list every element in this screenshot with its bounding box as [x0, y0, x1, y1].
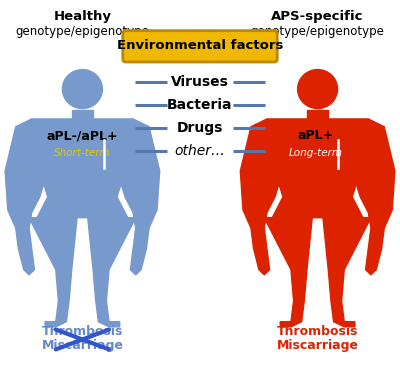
Polygon shape — [267, 119, 368, 218]
FancyBboxPatch shape — [123, 31, 277, 62]
Polygon shape — [88, 218, 136, 327]
Text: Thrombosis: Thrombosis — [42, 325, 123, 339]
Text: Drugs: Drugs — [177, 121, 223, 135]
Text: Long-term: Long-term — [289, 148, 343, 158]
Polygon shape — [264, 218, 312, 327]
Text: Miscarriage: Miscarriage — [277, 339, 359, 353]
Text: Environmental factors: Environmental factors — [117, 39, 283, 52]
Text: APS-specific: APS-specific — [271, 10, 364, 23]
Polygon shape — [29, 218, 77, 327]
Polygon shape — [307, 110, 328, 119]
Polygon shape — [352, 119, 395, 275]
Text: aPL-/aPL+: aPL-/aPL+ — [46, 129, 118, 142]
Polygon shape — [117, 119, 160, 275]
Polygon shape — [72, 110, 93, 119]
Text: genotype/epigenotype: genotype/epigenotype — [251, 25, 384, 38]
Polygon shape — [323, 218, 371, 327]
Text: genotype/epigenotype: genotype/epigenotype — [16, 25, 149, 38]
Circle shape — [62, 69, 102, 108]
Text: aPL+: aPL+ — [298, 129, 334, 142]
Text: Miscarriage: Miscarriage — [42, 339, 123, 353]
Polygon shape — [5, 119, 48, 275]
Text: other…: other… — [174, 144, 226, 158]
Polygon shape — [32, 119, 133, 218]
Text: Thrombosis: Thrombosis — [277, 325, 358, 339]
Text: Short-term: Short-term — [54, 148, 111, 158]
Text: Bacteria: Bacteria — [167, 98, 233, 112]
Text: Healthy: Healthy — [54, 10, 111, 23]
Polygon shape — [240, 119, 283, 275]
Circle shape — [298, 69, 338, 108]
Text: Viruses: Viruses — [171, 75, 229, 89]
